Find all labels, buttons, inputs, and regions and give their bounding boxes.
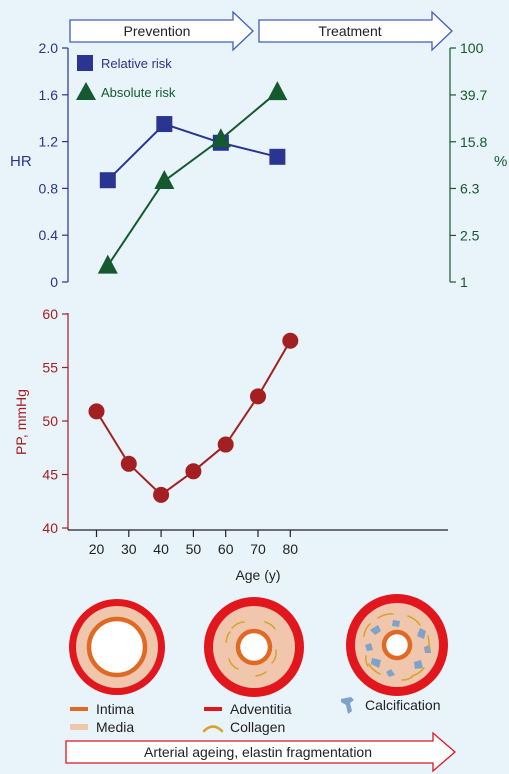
pp-point [282,332,299,349]
vessel-old [346,594,448,696]
pp-point [153,486,170,503]
hr-tick-label: 0.8 [39,180,59,196]
hr-tick-label: 0.4 [39,227,59,243]
ageing-arrow: Arterial ageing, elastin fragmentation [65,731,456,773]
ageing-arrow-label: Arterial ageing, elastin fragmentation [144,744,372,760]
absolute-risk-point [210,128,231,148]
hr-tick-label: 1.2 [39,134,59,150]
vessel-young [69,599,165,695]
pp-point [88,403,105,420]
calcification-deposits [365,620,431,677]
percent-tick-label: 100 [460,40,484,56]
hr-axis-label: HR [10,153,32,170]
hr-axis-ticks: 0 0.4 0.8 1.2 1.6 2.0 [39,40,68,290]
calcification-legend-marker [341,697,354,714]
pp-point [217,436,234,453]
collagen-fibres [225,621,277,677]
relative-risk-line [107,122,278,181]
percent-tick-label: 2.5 [460,227,480,243]
hr-tick-label: 1.6 [39,87,59,103]
age-tick-label: 50 [186,541,202,557]
absolute-risk-line [106,91,279,267]
age-tick-label: 40 [153,541,169,557]
adventitia-legend-label: Adventitia [230,701,292,717]
treatment-arrow-shape [258,10,453,52]
prevention-label: Prevention [124,23,191,39]
ageing-arrow-shape [65,731,456,773]
percent-tick-label: 1 [460,274,468,290]
pp-tick-label: 55 [42,360,58,376]
risk-series-lines [106,91,279,267]
pp-point [250,388,266,405]
percent-tick-label: 39.7 [460,87,487,103]
absolute-risk-point [154,169,175,189]
calcification-legend-label: Calcification [365,697,440,713]
age-tick-label: 70 [250,541,266,557]
relative-risk-point [156,116,173,133]
age-tick-label: 20 [89,541,105,557]
pp-axis-label: PP, mmHg [13,389,29,455]
pp-tick-label: 50 [42,413,58,429]
absolute-risk-legend-label: Absolute risk [101,85,176,100]
age-tick-label: 30 [121,541,137,557]
hr-tick-label: 0 [50,274,58,290]
relative-risk-point [269,148,286,165]
prevention-arrow-shape [69,10,254,52]
absolute-risk-legend-marker [76,82,96,100]
treatment-arrow: Treatment [258,10,453,52]
collagen-legend-marker [202,725,224,733]
relative-risk-point [99,172,116,189]
collagen-legend-label: Collagen [230,719,285,735]
prevention-arrow: Prevention [69,10,254,52]
pp-point [185,463,202,480]
pp-point [120,455,137,472]
relative-risk-legend-label: Relative risk [101,56,172,71]
pp-series [88,332,299,503]
pp-tick-label: 45 [42,467,58,483]
age-tick-label: 80 [283,541,299,557]
pp-tick-label: 60 [42,306,58,322]
intima-legend-label: Intima [96,701,134,717]
age-tick-label: 60 [218,541,234,557]
pp-axis-ticks: 40 45 50 55 60 [42,306,68,536]
risk-series-markers [97,81,288,274]
percent-axis-ticks: 1 2.5 6.3 15.8 39.7 100 [450,40,487,290]
treatment-label: Treatment [318,23,381,39]
relative-risk-legend-marker [77,55,93,71]
intima-ring [86,616,148,678]
media-legend-label: Media [96,719,134,735]
hr-tick-label: 2.0 [39,40,59,56]
pp-tick-label: 40 [42,520,58,536]
collagen-fibres [363,613,430,681]
age-axis-ticks: 20 30 40 50 60 70 80 [89,530,299,557]
pulse-pressure-chart: 40 45 50 55 60 20 30 40 50 60 70 80 PP, mmHg Age (… [13,306,448,583]
percent-tick-label: 15.8 [460,134,487,150]
absolute-risk-point [97,254,118,274]
absolute-risk-point [267,81,288,101]
hazard-ratio-chart: 0 0.4 0.8 1.2 1.6 2.0 1 2.5 6.3 15.8 39.7 100 HR %… [10,40,507,290]
intima-ring [381,629,413,661]
intima-ring [235,628,273,666]
percent-tick-label: 6.3 [460,180,480,196]
age-axis-label: Age (y) [235,567,280,583]
percent-axis-label: % [494,153,507,170]
layer-legend: Intima Media Adventitia Collagen Calcifi… [70,697,440,735]
vessel-middle [204,597,304,697]
risk-legend: Relative risk Absolute risk [76,55,176,100]
